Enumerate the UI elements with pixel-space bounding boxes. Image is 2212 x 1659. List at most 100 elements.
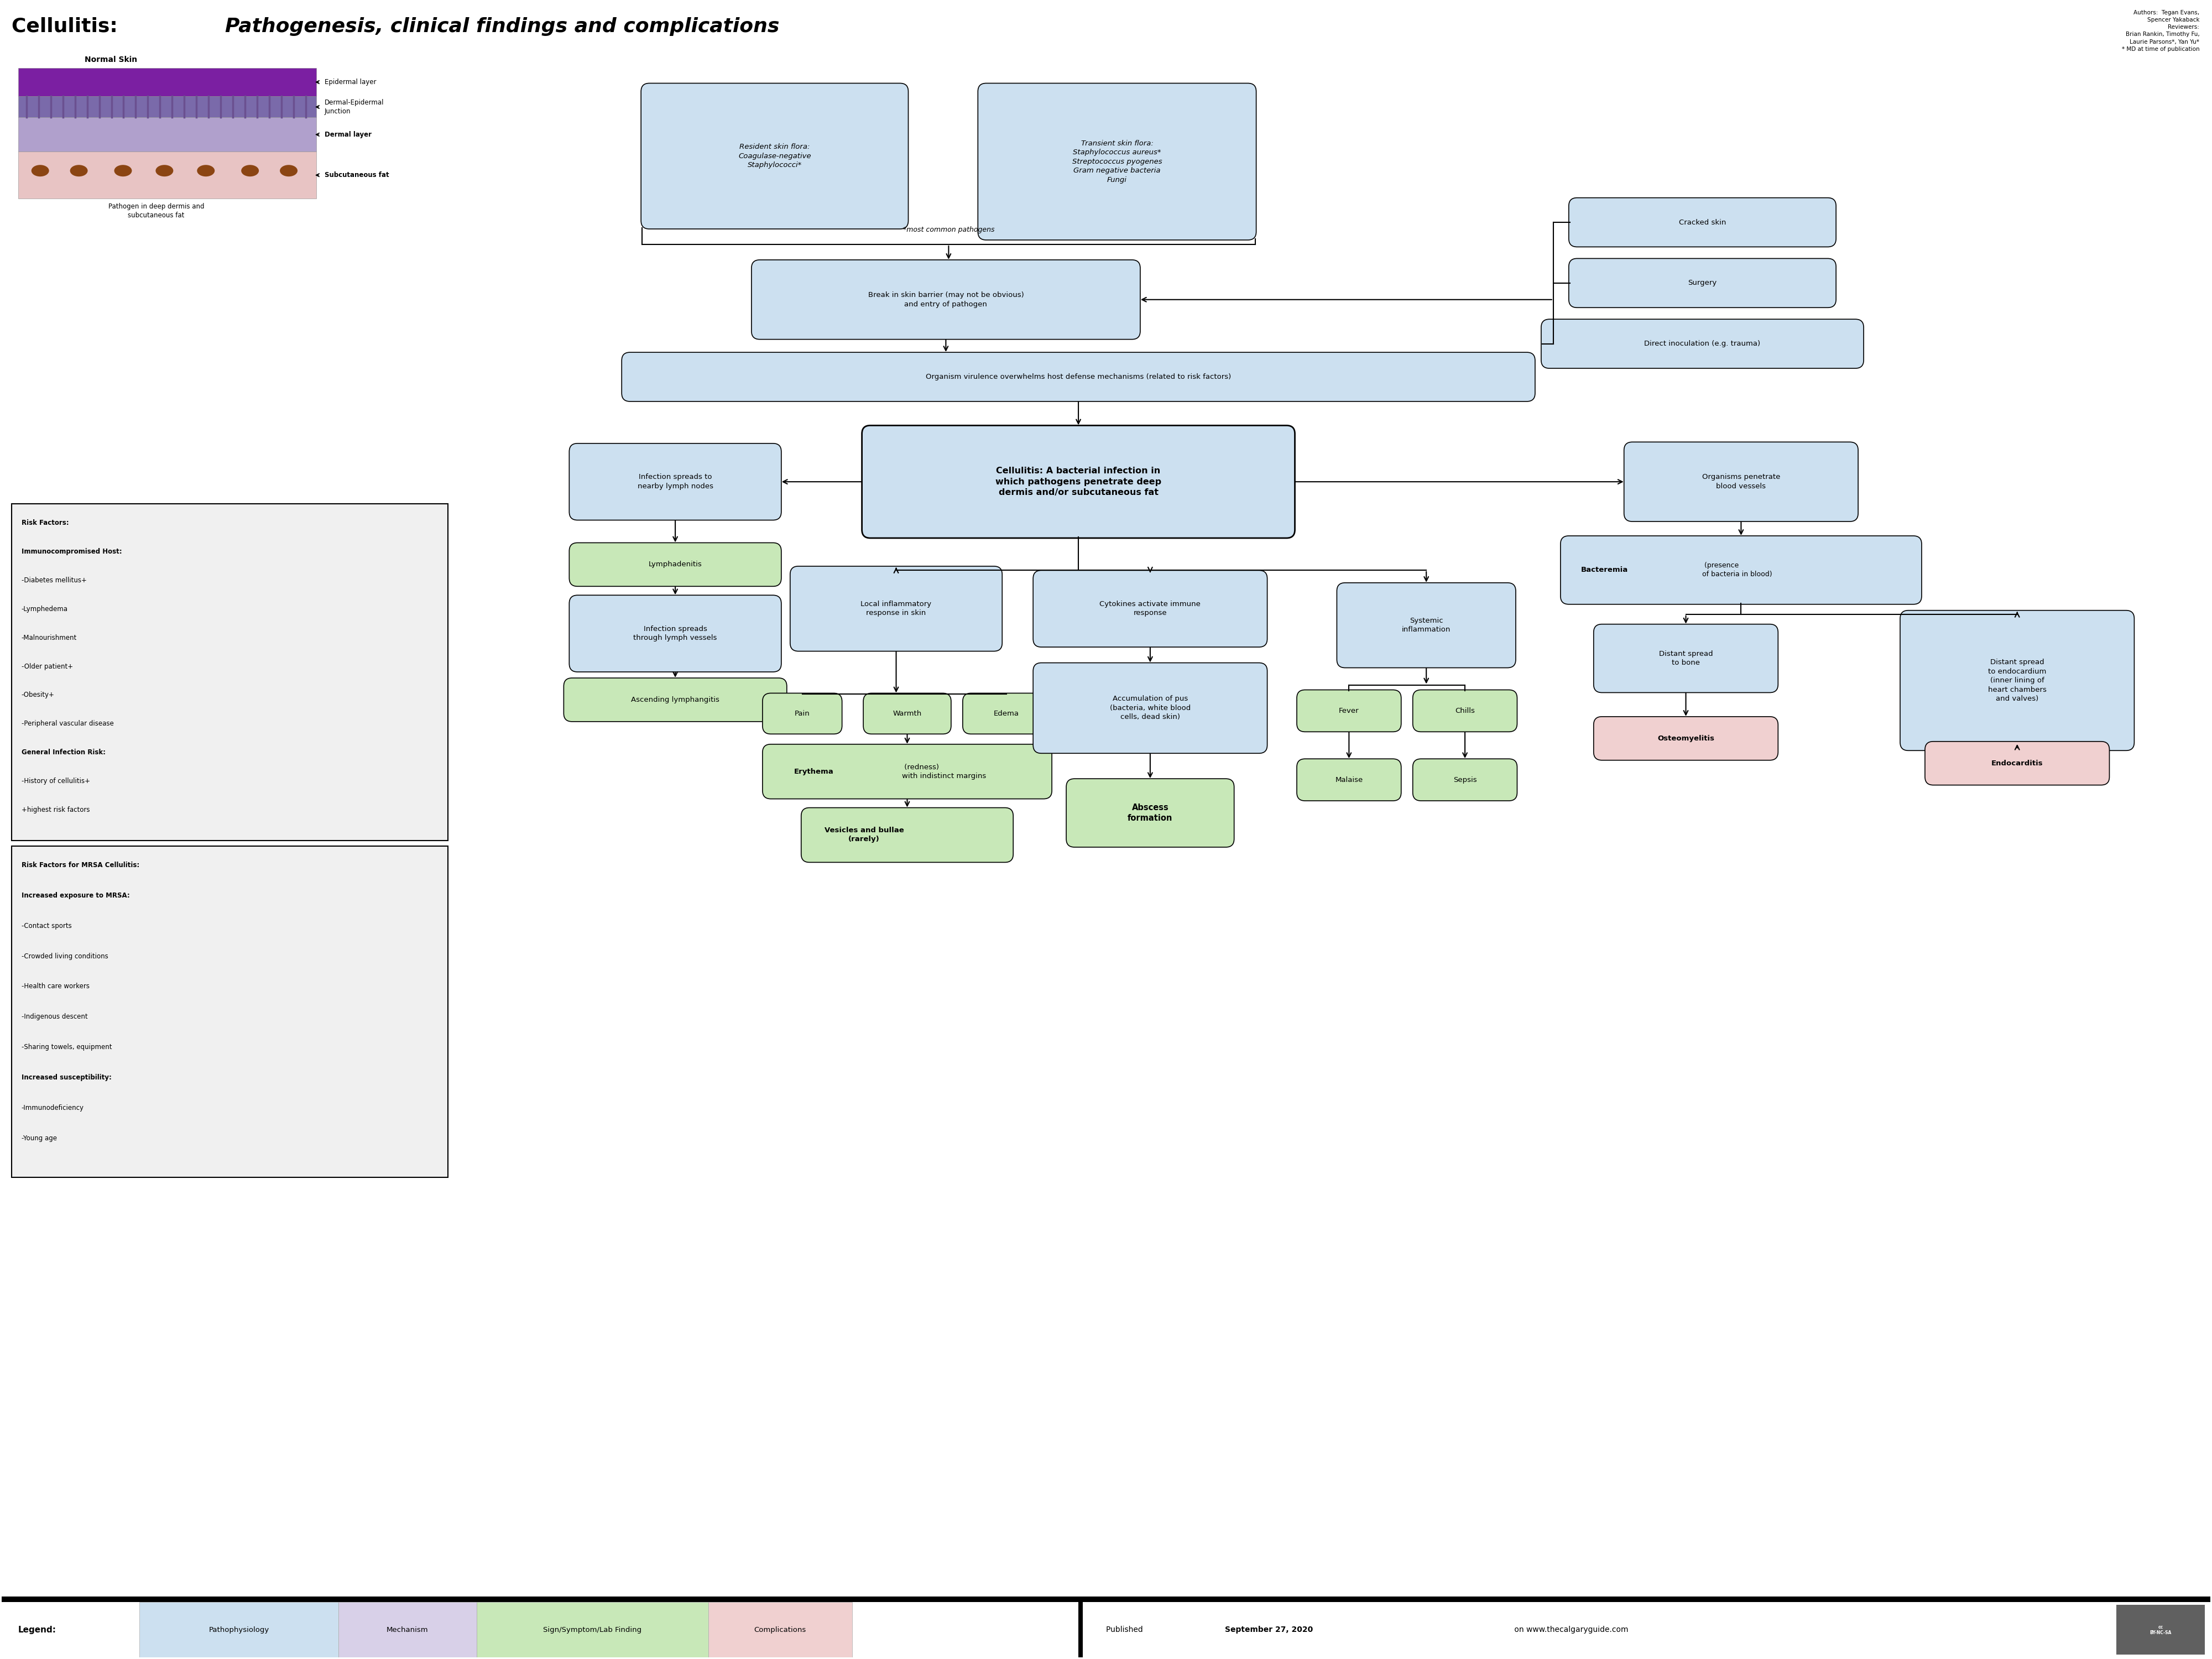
Text: Pathogenesis, clinical findings and complications: Pathogenesis, clinical findings and comp… [226, 17, 779, 36]
FancyBboxPatch shape [1593, 624, 1778, 692]
FancyBboxPatch shape [564, 679, 787, 722]
Text: (presence
of bacteria in blood): (presence of bacteria in blood) [1703, 562, 1772, 577]
Text: Pathogen in deep dermis and
subcutaneous fat: Pathogen in deep dermis and subcutaneous… [108, 202, 204, 219]
Ellipse shape [241, 164, 259, 176]
FancyBboxPatch shape [1568, 197, 1836, 247]
Text: -Indigenous descent: -Indigenous descent [22, 1014, 88, 1020]
Text: Dermal-Epidermal
Junction: Dermal-Epidermal Junction [325, 100, 385, 114]
Ellipse shape [71, 164, 88, 176]
Text: Accumulation of pus
(bacteria, white blood
cells, dead skin): Accumulation of pus (bacteria, white blo… [1110, 695, 1190, 720]
Bar [18, 151, 316, 199]
Ellipse shape [115, 164, 133, 176]
Bar [2117, 1604, 2205, 1654]
Text: Erythema: Erythema [794, 768, 834, 775]
FancyBboxPatch shape [1033, 571, 1267, 647]
Text: -History of cellulitis+: -History of cellulitis+ [22, 778, 91, 785]
Text: Sepsis: Sepsis [1453, 776, 1478, 783]
FancyBboxPatch shape [1033, 664, 1267, 753]
Text: -Peripheral vascular disease: -Peripheral vascular disease [22, 720, 113, 727]
FancyBboxPatch shape [752, 260, 1139, 340]
Text: Pathophysiology: Pathophysiology [208, 1626, 270, 1634]
Ellipse shape [281, 164, 299, 176]
Text: Immunocompromised Host:: Immunocompromised Host: [22, 547, 122, 556]
Text: Transient skin flora:
Staphylococcus aureus*
Streptococcus pyogenes
Gram negativ: Transient skin flora: Staphylococcus aur… [1073, 139, 1161, 184]
Bar [18, 96, 316, 118]
Text: (redness)
with indistinct margins: (redness) with indistinct margins [902, 763, 987, 780]
Text: Organisms penetrate
blood vessels: Organisms penetrate blood vessels [1701, 473, 1781, 489]
FancyBboxPatch shape [763, 745, 1053, 800]
FancyBboxPatch shape [641, 83, 909, 229]
Text: Fever: Fever [1338, 707, 1358, 715]
Text: Organism virulence overwhelms host defense mechanisms (related to risk factors): Organism virulence overwhelms host defen… [925, 373, 1232, 380]
Text: Complications: Complications [754, 1626, 805, 1634]
Text: -Young age: -Young age [22, 1135, 58, 1141]
Text: -Immunodeficiency: -Immunodeficiency [22, 1105, 84, 1112]
Text: Abscess
formation: Abscess formation [1128, 803, 1172, 823]
Text: -Older patient+: -Older patient+ [22, 664, 73, 670]
Text: +highest risk factors: +highest risk factors [22, 806, 91, 813]
Text: Distant spread
to bone: Distant spread to bone [1659, 650, 1712, 667]
Text: Normal Skin: Normal Skin [84, 56, 137, 63]
FancyBboxPatch shape [11, 846, 447, 1178]
Text: Pain: Pain [794, 710, 810, 717]
Text: Cracked skin: Cracked skin [1679, 219, 1725, 226]
FancyBboxPatch shape [1066, 778, 1234, 848]
Text: Edema: Edema [993, 710, 1020, 717]
FancyBboxPatch shape [1296, 758, 1400, 801]
Text: Local inflammatory
response in skin: Local inflammatory response in skin [860, 601, 931, 617]
Text: Osteomyelitis: Osteomyelitis [1657, 735, 1714, 742]
FancyBboxPatch shape [568, 542, 781, 586]
Text: Increased susceptibility:: Increased susceptibility: [22, 1073, 111, 1082]
Text: Subcutaneous fat: Subcutaneous fat [325, 171, 389, 179]
FancyBboxPatch shape [1900, 611, 2135, 750]
FancyBboxPatch shape [962, 693, 1051, 733]
Text: September 27, 2020: September 27, 2020 [1225, 1626, 1312, 1634]
Text: Published: Published [1106, 1626, 1146, 1634]
Text: -Health care workers: -Health care workers [22, 982, 88, 990]
Bar [139, 1603, 338, 1657]
Text: Break in skin barrier (may not be obvious)
and entry of pathogen: Break in skin barrier (may not be obviou… [867, 292, 1024, 309]
FancyBboxPatch shape [1924, 742, 2110, 785]
Text: General Infection Risk:: General Infection Risk: [22, 748, 106, 757]
Text: Legend:: Legend: [18, 1626, 55, 1634]
Text: Cellulitis: A bacterial infection in
which pathogens penetrate deep
dermis and/o: Cellulitis: A bacterial infection in whi… [995, 466, 1161, 496]
Text: Distant spread
to endocardium
(inner lining of
heart chambers
and valves): Distant spread to endocardium (inner lin… [1989, 659, 2046, 702]
Text: Mechanism: Mechanism [387, 1626, 429, 1634]
Ellipse shape [155, 164, 173, 176]
FancyBboxPatch shape [568, 443, 781, 521]
FancyBboxPatch shape [568, 596, 781, 672]
Text: Resident skin flora:
Coagulase-negative
Staphylococci*: Resident skin flora: Coagulase-negative … [739, 143, 812, 169]
FancyBboxPatch shape [763, 693, 843, 733]
Text: *most common pathogens: *most common pathogens [902, 226, 995, 234]
FancyBboxPatch shape [1336, 582, 1515, 669]
Bar [18, 118, 316, 151]
Text: Malaise: Malaise [1336, 776, 1363, 783]
Text: Epidermal layer: Epidermal layer [325, 78, 376, 86]
FancyBboxPatch shape [978, 83, 1256, 241]
Text: cc
BY-NC-SA: cc BY-NC-SA [2150, 1624, 2172, 1636]
Text: -Crowded living conditions: -Crowded living conditions [22, 952, 108, 961]
FancyBboxPatch shape [863, 425, 1294, 538]
Bar [708, 1603, 852, 1657]
Text: -Contact sports: -Contact sports [22, 922, 71, 929]
Text: Increased exposure to MRSA:: Increased exposure to MRSA: [22, 893, 131, 899]
FancyBboxPatch shape [622, 352, 1535, 401]
Text: Systemic
inflammation: Systemic inflammation [1402, 617, 1451, 634]
Text: Cellulitis:: Cellulitis: [11, 17, 124, 36]
FancyBboxPatch shape [1413, 758, 1517, 801]
FancyBboxPatch shape [11, 504, 447, 841]
FancyBboxPatch shape [1296, 690, 1400, 732]
Text: -Malnourishment: -Malnourishment [22, 634, 77, 642]
Text: Infection spreads
through lymph vessels: Infection spreads through lymph vessels [633, 625, 717, 642]
Text: -Sharing towels, equipment: -Sharing towels, equipment [22, 1044, 113, 1050]
Text: Risk Factors for MRSA Cellulitis:: Risk Factors for MRSA Cellulitis: [22, 861, 139, 869]
Text: Surgery: Surgery [1688, 279, 1717, 287]
FancyBboxPatch shape [1559, 536, 1922, 604]
Ellipse shape [197, 164, 215, 176]
FancyBboxPatch shape [801, 808, 1013, 863]
FancyBboxPatch shape [1624, 441, 1858, 521]
Text: on www.thecalgaryguide.com: on www.thecalgaryguide.com [1511, 1626, 1628, 1634]
Text: Risk Factors:: Risk Factors: [22, 519, 69, 526]
FancyBboxPatch shape [863, 693, 951, 733]
Text: -Lymphedema: -Lymphedema [22, 606, 69, 612]
